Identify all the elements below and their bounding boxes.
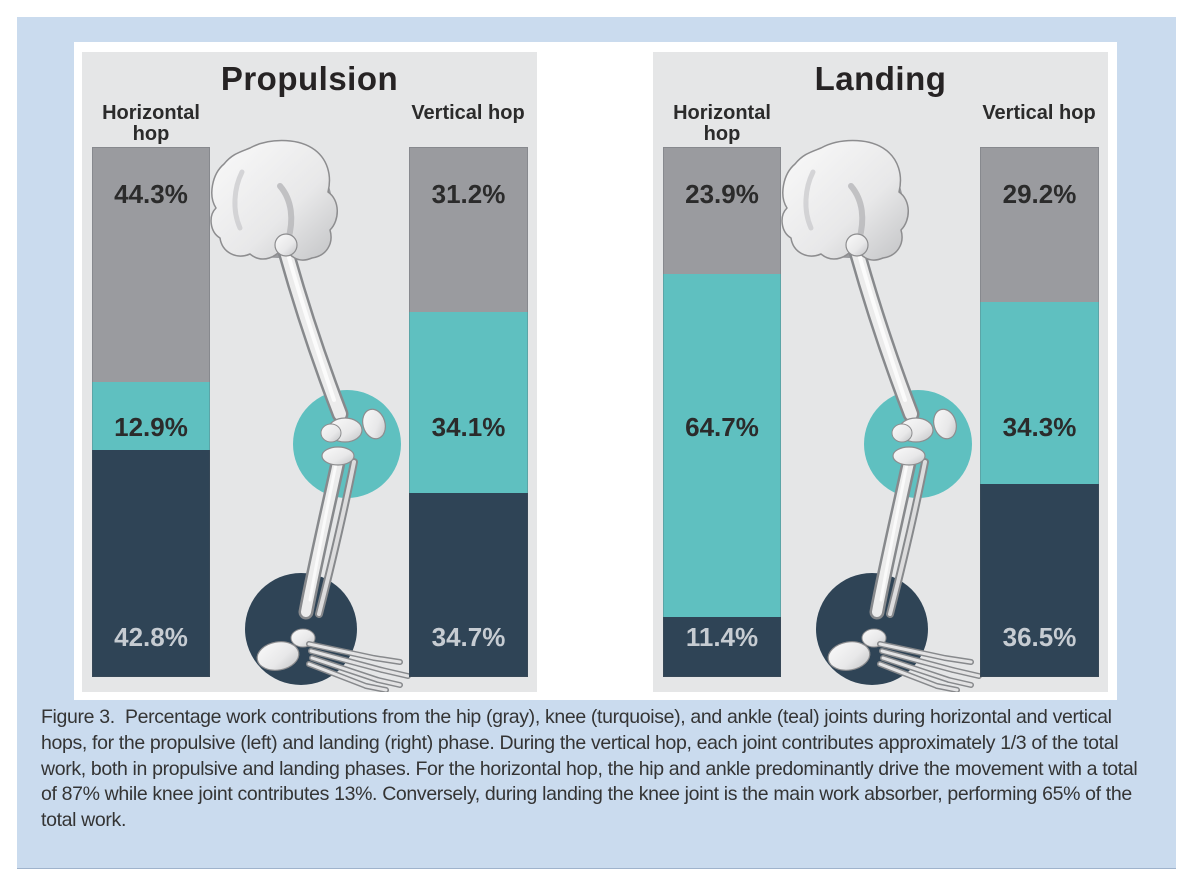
percent-label-knee: 64.7% <box>685 412 759 442</box>
bar-segment-ankle <box>663 616 781 677</box>
percent-label-knee: 12.9% <box>114 412 188 442</box>
stacked-bar-propulsion-horizontal: 44.3% 12.9% 42.8% <box>92 147 210 677</box>
stacked-bar-landing-horizontal: 23.9% 64.7% 11.4% <box>663 147 781 677</box>
percent-label-ankle: 36.5% <box>1002 622 1077 652</box>
bar-segment-hip <box>409 147 528 313</box>
column-label-horizontal-hop: Horizontal hop <box>673 102 771 145</box>
bar-segment-ankle <box>980 483 1099 677</box>
column-label-vertical-hop: Vertical hop <box>982 102 1096 124</box>
figure-caption: Figure 3. Percentage work contributions … <box>41 706 1138 832</box>
percent-label-hip: 44.3% <box>114 179 188 209</box>
bar-segment-ankle <box>92 450 210 677</box>
percent-label-hip: 29.2% <box>1002 179 1077 209</box>
stacked-bar-propulsion-vertical: 31.2% 34.1% 34.7% <box>409 147 528 677</box>
bar-segment-knee <box>409 312 528 494</box>
panel-title-landing: Landing <box>814 60 947 97</box>
percent-label-hip: 31.2% <box>431 179 506 209</box>
column-label-horizontal-hop: Horizontal hop <box>102 102 200 145</box>
percent-label-ankle: 42.8% <box>114 622 188 652</box>
percent-label-ankle: 11.4% <box>685 622 759 652</box>
percent-label-hip: 23.9% <box>685 179 759 209</box>
percent-label-knee: 34.3% <box>1002 412 1077 442</box>
bar-segment-ankle <box>409 493 528 677</box>
bar-segment-knee <box>92 381 210 451</box>
bar-segment-hip <box>663 147 781 274</box>
percent-label-ankle: 34.7% <box>431 622 506 652</box>
bar-segment-knee <box>663 273 781 617</box>
column-label-vertical-hop: Vertical hop <box>411 102 525 124</box>
bar-segment-hip <box>980 147 1099 302</box>
stacked-bar-landing-vertical: 29.2% 34.3% 36.5% <box>980 147 1099 677</box>
percent-label-knee: 34.1% <box>431 412 506 442</box>
panel-title-propulsion: Propulsion <box>220 60 399 97</box>
panel-propulsion: Propulsion Horizontal hop Vertical hop 4… <box>82 52 537 692</box>
panel-landing: Landing Horizontal hop Vertical hop 23.9… <box>653 52 1108 692</box>
bar-segment-hip <box>92 147 210 382</box>
bar-segment-knee <box>980 301 1099 484</box>
